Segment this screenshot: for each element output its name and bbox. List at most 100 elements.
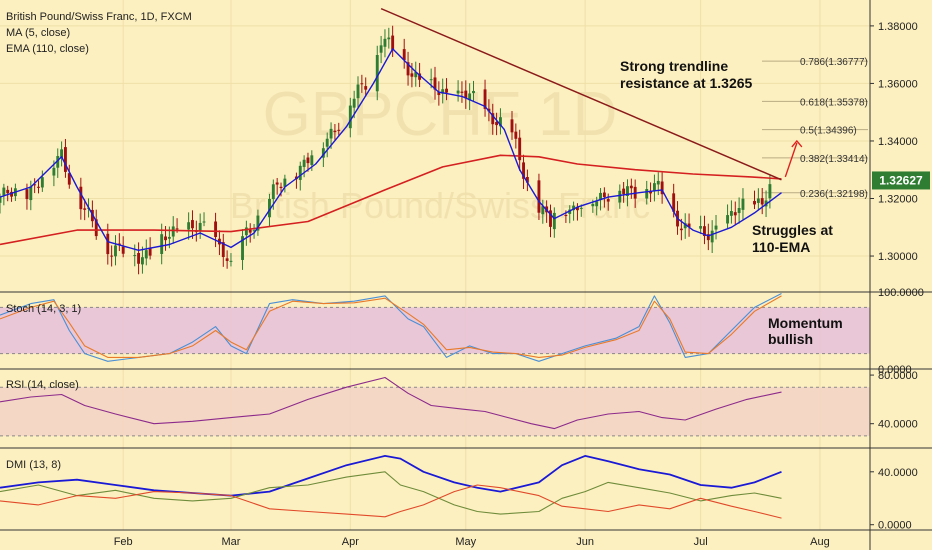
candle-body [599, 192, 602, 200]
x-tick-label: Mar [221, 536, 240, 548]
candle-body [198, 222, 202, 232]
candle-body [383, 38, 387, 47]
candle-body [52, 167, 56, 176]
candle-body [602, 192, 606, 198]
candle-body [649, 190, 653, 194]
candle-body [741, 198, 745, 210]
fib-level-label: 0.236(1.32198) [800, 189, 868, 200]
candle-body [187, 222, 191, 230]
resistance-trendline [380, 7, 782, 181]
candle-body [760, 198, 764, 205]
candle-body [40, 177, 44, 188]
trendline-note-line2: resistance at 1.3265 [620, 75, 753, 91]
candle-body [375, 55, 379, 92]
candle-body [283, 178, 287, 187]
candle-body [79, 186, 83, 210]
candle-body [63, 147, 67, 172]
candle-body [244, 227, 248, 236]
candle-body [510, 119, 514, 133]
dmi-line-di [0, 484, 782, 519]
candle-body [29, 186, 33, 201]
indicator-panes-layer [0, 293, 870, 519]
candle-body [406, 62, 410, 76]
candle-body [733, 212, 737, 216]
candle-body [94, 219, 98, 237]
candle-body [333, 130, 337, 133]
candle-body [275, 182, 279, 185]
fib-level-label: 0.786(1.36777) [800, 57, 868, 68]
candle-body [225, 258, 229, 261]
candle-body [321, 148, 325, 158]
candle-body [437, 91, 441, 96]
candle-body [175, 228, 179, 230]
ema-110-line [0, 154, 782, 246]
candle-body [498, 117, 502, 127]
ema-note-line1: Struggles at [752, 222, 833, 238]
stoch-line-k [0, 293, 782, 362]
candle-body [579, 207, 583, 209]
candle-body [441, 89, 445, 94]
candle-body [33, 184, 37, 186]
candle-body [10, 191, 13, 197]
candle-body [0, 197, 2, 203]
dmi-title: DMI (13, 8) [6, 459, 61, 471]
candle-body [137, 253, 141, 264]
candle-body [67, 173, 71, 185]
x-tick-label: Aug [810, 536, 830, 548]
candle-body [202, 221, 206, 223]
ema-note-line2: 110-EMA [752, 239, 810, 255]
candle-body [537, 180, 541, 213]
x-tick-label: Jun [576, 536, 594, 548]
candle-body [364, 86, 368, 90]
candle-body [356, 84, 360, 99]
fib-level-label: 0.618(1.35378) [800, 97, 868, 108]
price-tick-label: 1.34000 [878, 136, 918, 148]
candle-body [110, 255, 114, 257]
candle-body [306, 157, 310, 164]
bullish-arrow-head [791, 139, 803, 148]
candle-body [6, 189, 10, 194]
candle-body [622, 188, 626, 194]
candle-body [753, 200, 756, 205]
candle-body [402, 49, 406, 61]
candle-body [525, 176, 529, 183]
candle-body [164, 236, 167, 241]
candle-body [256, 215, 260, 231]
fib-level-label: 0.5(1.34396) [800, 126, 857, 137]
stoch-line-d [0, 295, 782, 358]
candle-body [729, 211, 733, 216]
candle-body [495, 121, 499, 126]
candle-body [418, 73, 422, 80]
candle-body [672, 193, 676, 212]
fib-level-label: 0.382(1.33414) [800, 154, 868, 165]
candle-body [271, 184, 275, 200]
dmi-line-adx [0, 454, 782, 497]
candle-body [629, 185, 633, 189]
stoch-band [0, 307, 870, 354]
candle-body [737, 208, 741, 214]
candle-body [379, 45, 383, 53]
candle-body [391, 35, 395, 50]
candle-body [56, 156, 60, 168]
candle-body [121, 246, 125, 254]
candle-body [618, 190, 622, 203]
candle-body [645, 189, 649, 199]
candle-body [60, 149, 64, 158]
candle-body [595, 201, 599, 207]
rsi-line-rsi [0, 376, 782, 430]
stoch-tick-label: 100.0000 [878, 287, 924, 299]
rsi-band [0, 387, 870, 436]
candle-body [656, 180, 660, 185]
candle-body [352, 98, 356, 108]
candle-body [464, 90, 468, 99]
candle-body [522, 162, 525, 179]
x-tick-label: Feb [114, 536, 133, 548]
candle-body [171, 226, 175, 237]
ma-legend: MA (5, close) [6, 27, 70, 39]
fibonacci-levels: 0.786(1.36777) 0.618(1.35378) 0.5(1.34396)… [762, 57, 868, 200]
candle-body [714, 225, 718, 230]
candle-body [148, 247, 152, 256]
candle-body [514, 131, 518, 139]
candle-body [144, 250, 148, 259]
